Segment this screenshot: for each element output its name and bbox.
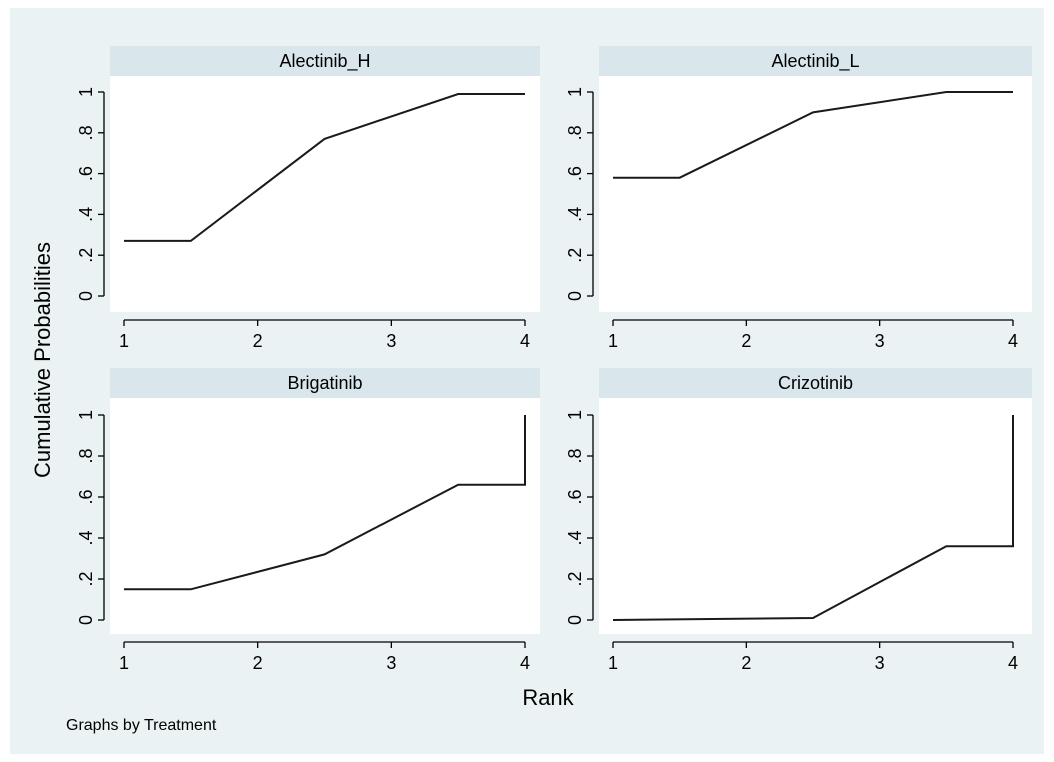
- y-tick-label: .2: [565, 571, 585, 586]
- x-tick-label: 4: [520, 653, 530, 673]
- x-axis-label: Rank: [522, 685, 574, 710]
- x-tick-label: 2: [253, 653, 263, 673]
- y-tick-label: .2: [76, 571, 96, 586]
- y-tick-label: 0: [76, 615, 96, 625]
- x-tick-label: 3: [875, 331, 885, 351]
- panel-strip: [599, 368, 1032, 398]
- y-tick-label: .6: [76, 489, 96, 504]
- x-tick-label: 1: [119, 331, 129, 351]
- plot-area: [110, 76, 540, 312]
- y-tick-label: 0: [565, 615, 585, 625]
- y-tick-label: .2: [76, 248, 96, 263]
- panels-group: Alectinib_H 1 2 3 4 0 .2 .4 .6 .8 1 Alectinib_L 1 2 3 4…: [76, 46, 1032, 673]
- x-tick-label: 1: [608, 653, 618, 673]
- graphs-by-note: Graphs by Treatment: [66, 717, 217, 734]
- x-tick-label: 3: [386, 653, 396, 673]
- y-tick-label: .6: [565, 166, 585, 181]
- y-tick-label: .6: [565, 489, 585, 504]
- y-tick-label: .4: [565, 207, 585, 222]
- panel-strip: [110, 368, 540, 398]
- panel-3: Brigatinib 1 2 3 4 0 .2 .4 .6 .8 1: [76, 368, 540, 673]
- plot-area: [599, 76, 1032, 312]
- y-tick-label: 0: [76, 291, 96, 301]
- panel-title: Alectinib_L: [771, 51, 859, 72]
- y-tick-label: .8: [76, 125, 96, 140]
- panel-strip: [599, 46, 1032, 76]
- x-tick-label: 2: [741, 653, 751, 673]
- y-tick-label: .2: [565, 248, 585, 263]
- y-tick-label: .4: [76, 207, 96, 222]
- panel-strip: [110, 46, 540, 76]
- y-axis-label: Cumulative Probabilities: [30, 242, 55, 478]
- x-tick-label: 4: [1008, 653, 1018, 673]
- cumulative-probability-line: [613, 91, 1013, 179]
- x-tick-label: 3: [386, 331, 396, 351]
- x-tick-label: 2: [741, 331, 751, 351]
- plot-area: [599, 398, 1032, 634]
- y-tick-label: .8: [565, 448, 585, 463]
- x-tick-label: 1: [119, 653, 129, 673]
- panel-title: Brigatinib: [287, 373, 362, 393]
- x-tick-label: 2: [253, 331, 263, 351]
- y-tick-label: 1: [565, 410, 585, 420]
- y-tick-label: 1: [565, 87, 585, 97]
- y-tick-label: 1: [76, 410, 96, 420]
- x-tick-label: 4: [1008, 331, 1018, 351]
- cumulative-probability-line: [124, 93, 525, 242]
- x-tick-label: 3: [875, 653, 885, 673]
- x-tick-label: 1: [608, 331, 618, 351]
- x-tick-label: 4: [520, 331, 530, 351]
- y-tick-label: .8: [76, 448, 96, 463]
- plot-area: [110, 398, 540, 634]
- y-tick-label: 0: [565, 291, 585, 301]
- y-tick-label: 1: [76, 87, 96, 97]
- panel-2: Alectinib_L 1 2 3 4 0 .2 .4 .6 .8 1: [565, 46, 1032, 351]
- panel-1: Alectinib_H 1 2 3 4 0 .2 .4 .6 .8 1: [76, 46, 540, 351]
- y-tick-label: .8: [565, 125, 585, 140]
- cumulative-probability-line: [124, 415, 526, 591]
- panel-4: Crizotinib 1 2 3 4 0 .2 .4 .6 .8 1: [565, 368, 1032, 673]
- cumulative-probability-line: [612, 415, 1014, 621]
- y-tick-label: .4: [76, 530, 96, 545]
- y-tick-label: .4: [565, 530, 585, 545]
- panel-title: Crizotinib: [778, 373, 853, 393]
- y-tick-label: .6: [76, 166, 96, 181]
- panel-title: Alectinib_H: [279, 51, 370, 72]
